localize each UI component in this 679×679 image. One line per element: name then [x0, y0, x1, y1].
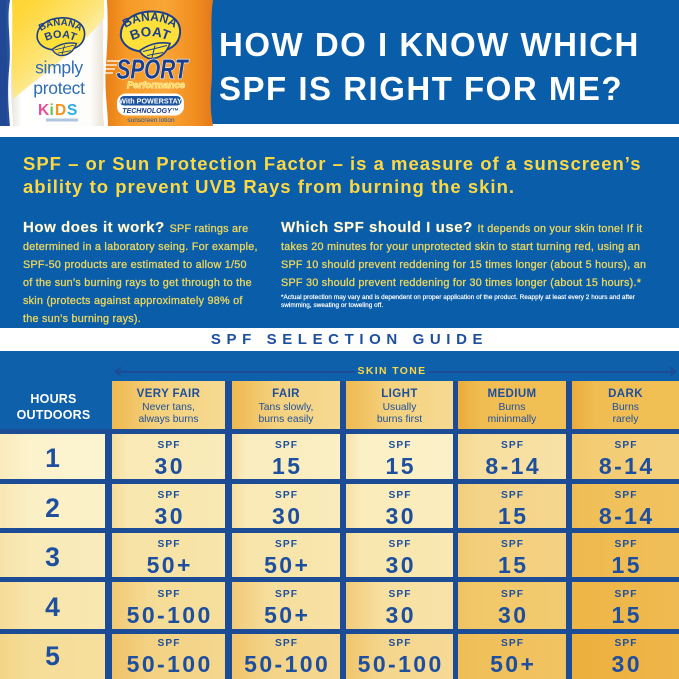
svg-text:BANANA: BANANA: [120, 10, 180, 31]
svg-text:simply: simply: [35, 58, 83, 78]
svg-text:SPORT: SPORT: [117, 55, 190, 86]
svg-text:K: K: [38, 102, 50, 119]
svg-text:S: S: [67, 102, 77, 119]
svg-text:sunscreen lotion: sunscreen lotion: [127, 117, 175, 124]
svg-text:Performance: Performance: [127, 80, 186, 91]
svg-text:i: i: [50, 102, 54, 119]
svg-text:protect: protect: [33, 78, 85, 98]
svg-text:D: D: [55, 102, 66, 119]
svg-text:TECHNOLOGY™: TECHNOLOGY™: [122, 108, 178, 115]
svg-text:BANANA: BANANA: [37, 17, 84, 34]
svg-text:With POWERSTAY: With POWERSTAY: [119, 97, 182, 106]
